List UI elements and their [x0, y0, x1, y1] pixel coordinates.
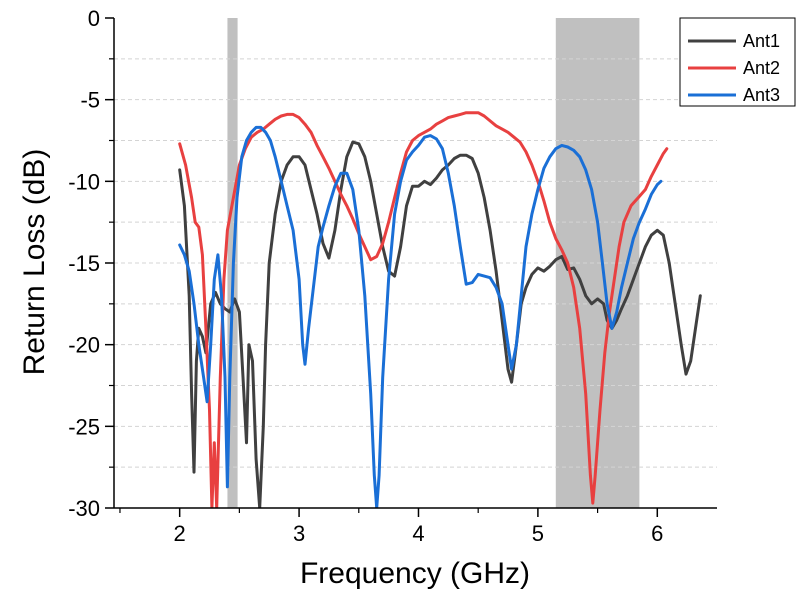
x-tick-label: 4: [412, 521, 424, 546]
y-tick-label: -5: [80, 88, 100, 113]
y-tick-label: -25: [68, 414, 100, 439]
x-tick-label: 3: [293, 521, 305, 546]
y-tick-label: -15: [68, 251, 100, 276]
y-tick-label: 0: [88, 6, 100, 31]
series-line-ant3: [178, 125, 663, 508]
grid-lines: [114, 58, 717, 468]
y-tick-label: -20: [68, 333, 100, 358]
legend-label-ant2: Ant2: [743, 58, 780, 78]
series-lines: [178, 111, 702, 508]
x-tick-label: 2: [174, 521, 186, 546]
x-tick-label: 6: [651, 521, 663, 546]
legend-box: [679, 17, 796, 107]
legend-label-ant3: Ant3: [743, 85, 780, 105]
y-tick-label: -10: [68, 169, 100, 194]
legend-label-ant1: Ant1: [743, 31, 780, 51]
ticks: 2 3 4 5 6 0 -5 -10 -15 -20 -25 -30: [68, 6, 663, 546]
x-axis-title: Frequency (GHz): [300, 557, 530, 590]
series-line-ant2: [178, 111, 669, 508]
y-axis-title: Return Loss (dB): [18, 149, 51, 376]
x-tick-label: 5: [532, 521, 544, 546]
legend: Ant1 Ant2 Ant3: [679, 17, 796, 107]
y-tick-label: -30: [68, 496, 100, 521]
